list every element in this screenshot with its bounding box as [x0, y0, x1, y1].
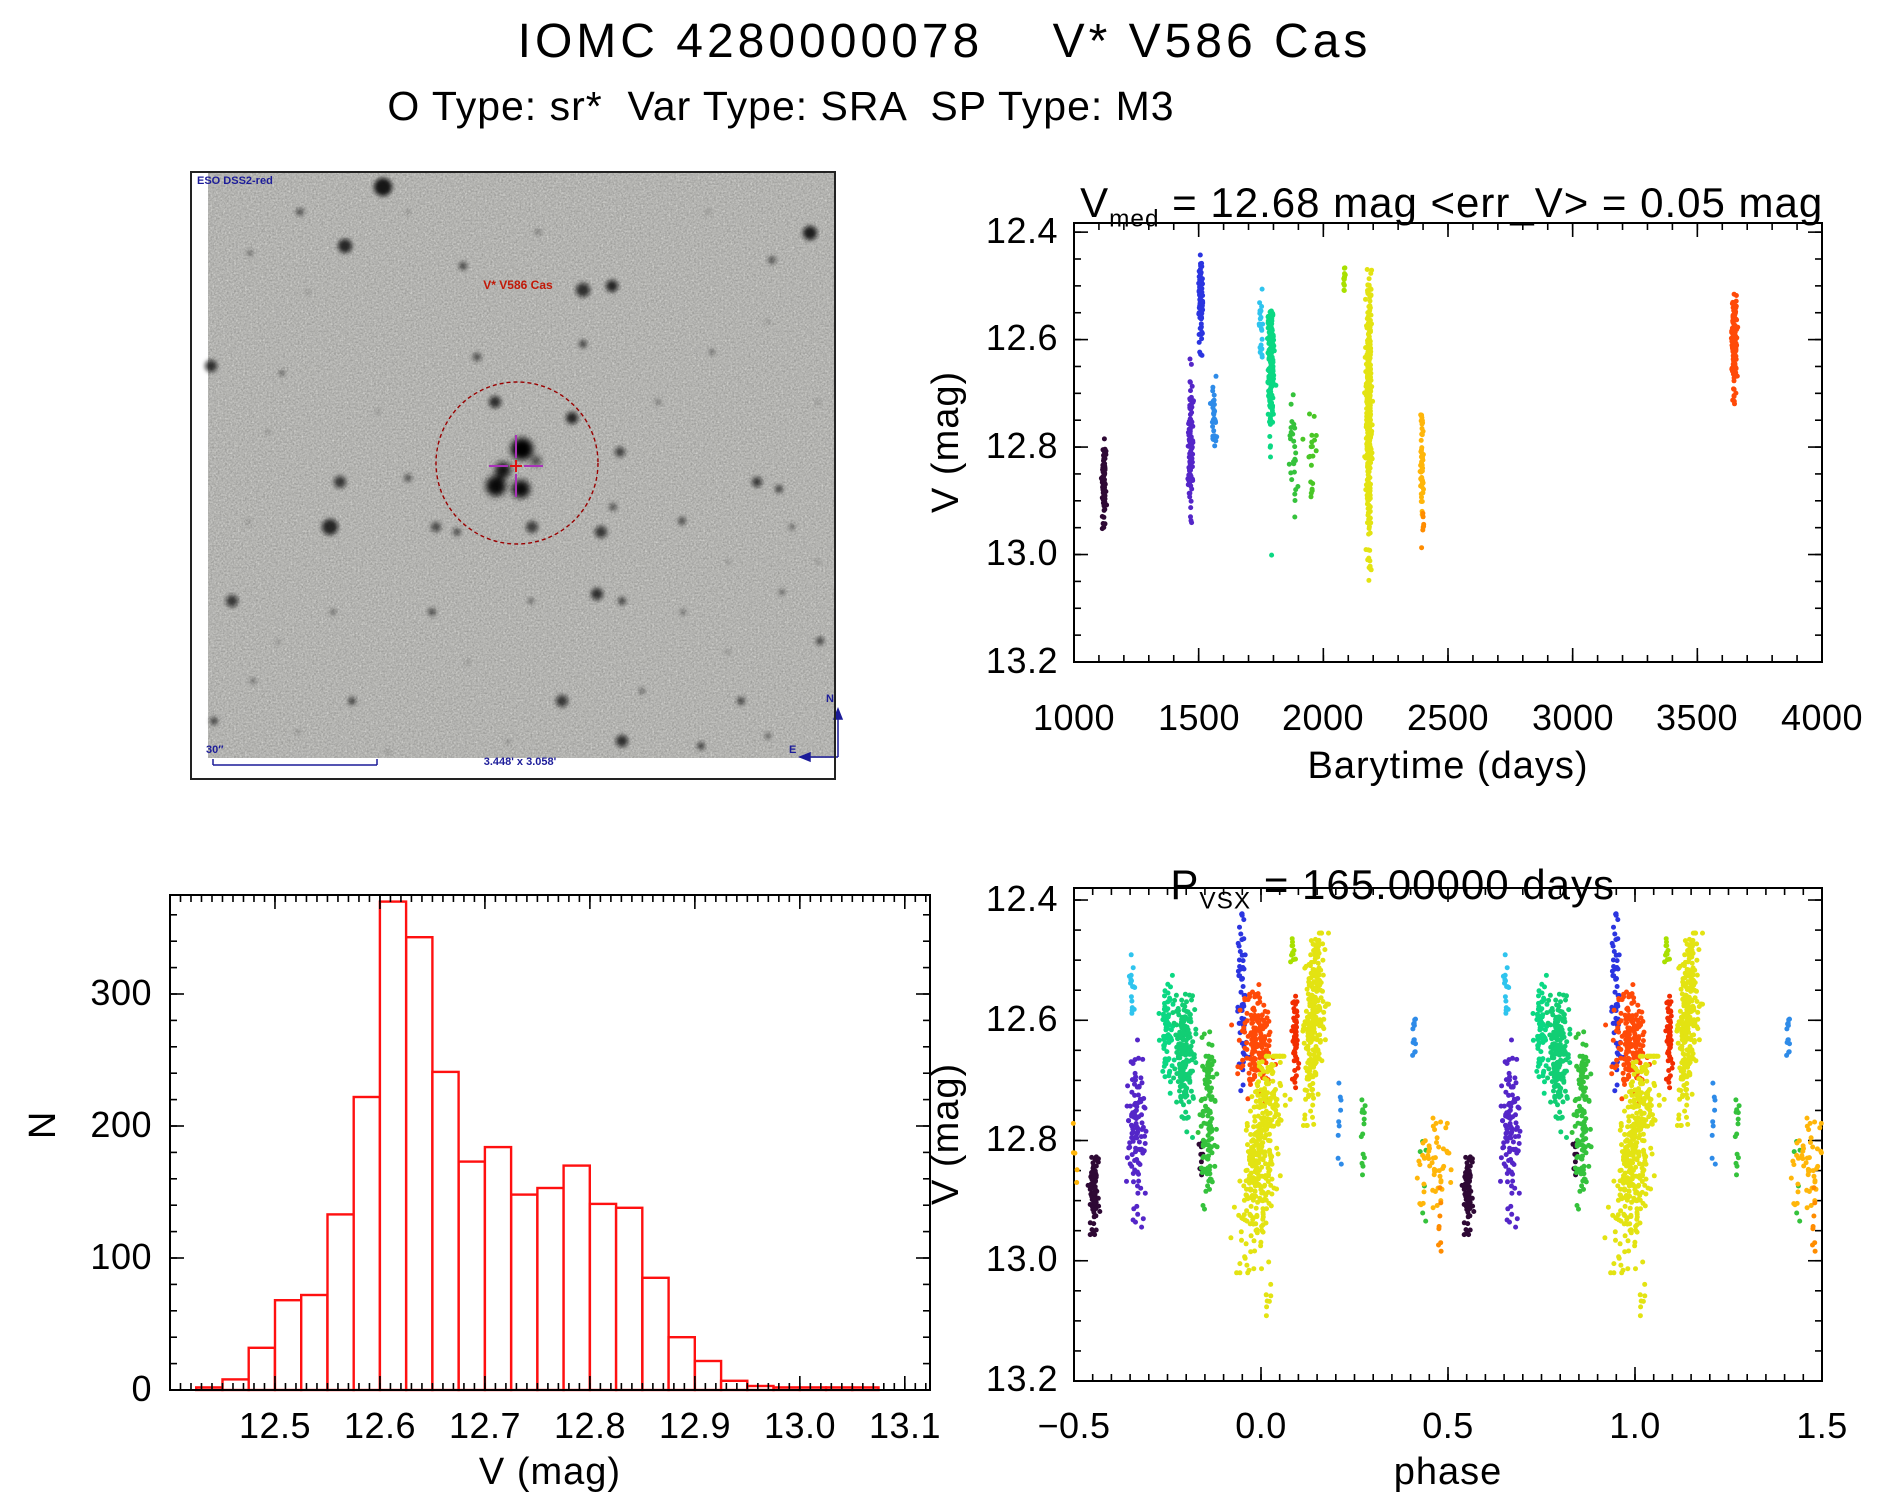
lc-xtick-label: 3000 — [1531, 697, 1615, 738]
aperture-circle — [435, 381, 599, 545]
survey-label: ESO DSS2-red — [197, 175, 273, 187]
phase-ytick-label: 12.6 — [985, 998, 1058, 1039]
phase-yaxis-label: V (mag) — [925, 1062, 968, 1205]
phase-xtick-label: 0.0 — [1235, 1405, 1287, 1446]
hist-ytick-label: 300 — [90, 972, 152, 1013]
phased-points — [1070, 911, 1824, 1319]
hist-xaxis-label: V (mag) — [478, 1451, 622, 1493]
phase-xtick-label: 1.0 — [1609, 1405, 1661, 1446]
hist-xtick-label: 12.9 — [658, 1405, 732, 1446]
subtitle: O Type: sr* Var Type: SRA SP Type: M3 — [387, 83, 1175, 129]
lc-xtick-label: 2500 — [1406, 697, 1490, 738]
phase-title-sub: VSX — [1199, 887, 1252, 915]
hist-xtick-label: 13.1 — [868, 1405, 942, 1446]
lc-ytick-label: 12.6 — [985, 317, 1058, 358]
finder-frame — [190, 171, 836, 780]
main-title: IOMC 4280000078 V* V586 Cas — [517, 15, 1372, 68]
phase-xtick-label: 0.5 — [1422, 1405, 1474, 1446]
lightcurve-title-rest: = 12.68 mag <err_V> = 0.05 mag — [1159, 179, 1824, 227]
phase-xtick-label: −0.5 — [1037, 1405, 1111, 1446]
lc-ytick-label: 13.2 — [985, 640, 1058, 681]
lightcurve-title-prefix: V — [1080, 179, 1110, 227]
phase-title-rest: = 165.00000 days — [1251, 861, 1615, 909]
phase-ytick-label: 13.2 — [985, 1358, 1058, 1399]
phase-plot-title: PVSX = 165.00000 days — [1000, 816, 1760, 915]
lightcurve-points — [1098, 252, 1741, 583]
lc-xtick-label: 1500 — [1157, 697, 1241, 738]
lc-ytick-label: 13.0 — [985, 532, 1058, 573]
hist-xtick-label: 12.5 — [238, 1405, 312, 1446]
hist-xtick-label: 12.8 — [553, 1405, 627, 1446]
star-field — [205, 178, 824, 754]
hist-xtick-label: 12.7 — [448, 1405, 522, 1446]
finder-chart — [190, 171, 844, 780]
hist-yaxis-label: N — [22, 1110, 65, 1140]
hist-xtick-label: 13.0 — [763, 1405, 837, 1446]
hist-ytick-label: 200 — [90, 1104, 152, 1145]
scale-bar-label: 30″ — [206, 744, 224, 756]
phased-axes — [1073, 887, 1823, 1382]
target-name-label: V* V586 Cas — [483, 278, 553, 292]
phase-xaxis-label: phase — [1393, 1451, 1503, 1493]
lc-ytick-label: 12.8 — [985, 425, 1058, 466]
phase-xtick-label: 1.5 — [1796, 1405, 1848, 1446]
lc-xtick-label: 4000 — [1780, 697, 1864, 738]
lc-xaxis-label: Barytime (days) — [1307, 745, 1589, 787]
compass-north-label: N — [826, 693, 834, 705]
lightcurve-title: Vmed = 12.68 mag <err_V> = 0.05 mag — [1014, 134, 1864, 233]
crosshair — [489, 435, 543, 497]
phase-ytick-label: 12.4 — [985, 878, 1058, 919]
lc-xtick-label: 1000 — [1032, 697, 1116, 738]
phase-ytick-label: 12.8 — [985, 1118, 1058, 1159]
target-plus-marker — [510, 460, 522, 472]
lc-xtick-label: 2000 — [1281, 697, 1365, 738]
histogram-axes — [169, 894, 931, 1391]
hist-xtick-label: 12.6 — [343, 1405, 417, 1446]
lightcurve-title-sub: med — [1109, 205, 1160, 233]
fov-label: 3.448' x 3.058' — [483, 756, 557, 768]
lc-ytick-label: 12.4 — [985, 210, 1058, 251]
phase-title-prefix: P — [1170, 861, 1200, 909]
histogram-bars — [194, 900, 880, 1392]
phase-ytick-label: 13.0 — [985, 1238, 1058, 1279]
lc-yaxis-label: V (mag) — [925, 370, 968, 513]
scale-bar — [212, 759, 378, 766]
lightcurve-axes — [1073, 222, 1823, 663]
hist-ytick-label: 100 — [90, 1236, 152, 1277]
compass-east-label: E — [789, 744, 797, 756]
hist-ytick-label: 0 — [131, 1368, 152, 1409]
lc-xtick-label: 3500 — [1655, 697, 1739, 738]
